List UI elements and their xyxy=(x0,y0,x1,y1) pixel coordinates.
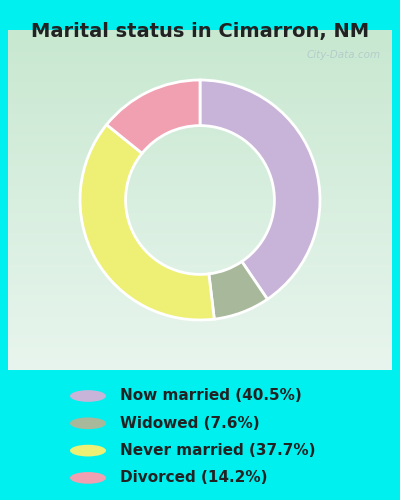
Circle shape xyxy=(70,445,106,456)
Wedge shape xyxy=(200,80,320,299)
Circle shape xyxy=(70,418,106,429)
Text: Marital status in Cimarron, NM: Marital status in Cimarron, NM xyxy=(31,22,369,42)
Wedge shape xyxy=(80,124,214,320)
Text: City-Data.com: City-Data.com xyxy=(306,50,380,60)
Text: Never married (37.7%): Never married (37.7%) xyxy=(120,443,316,458)
Text: Widowed (7.6%): Widowed (7.6%) xyxy=(120,416,260,431)
Wedge shape xyxy=(106,80,200,154)
Text: Now married (40.5%): Now married (40.5%) xyxy=(120,388,302,404)
Text: Divorced (14.2%): Divorced (14.2%) xyxy=(120,470,268,486)
Circle shape xyxy=(70,472,106,484)
Wedge shape xyxy=(209,262,268,319)
Circle shape xyxy=(70,390,106,402)
